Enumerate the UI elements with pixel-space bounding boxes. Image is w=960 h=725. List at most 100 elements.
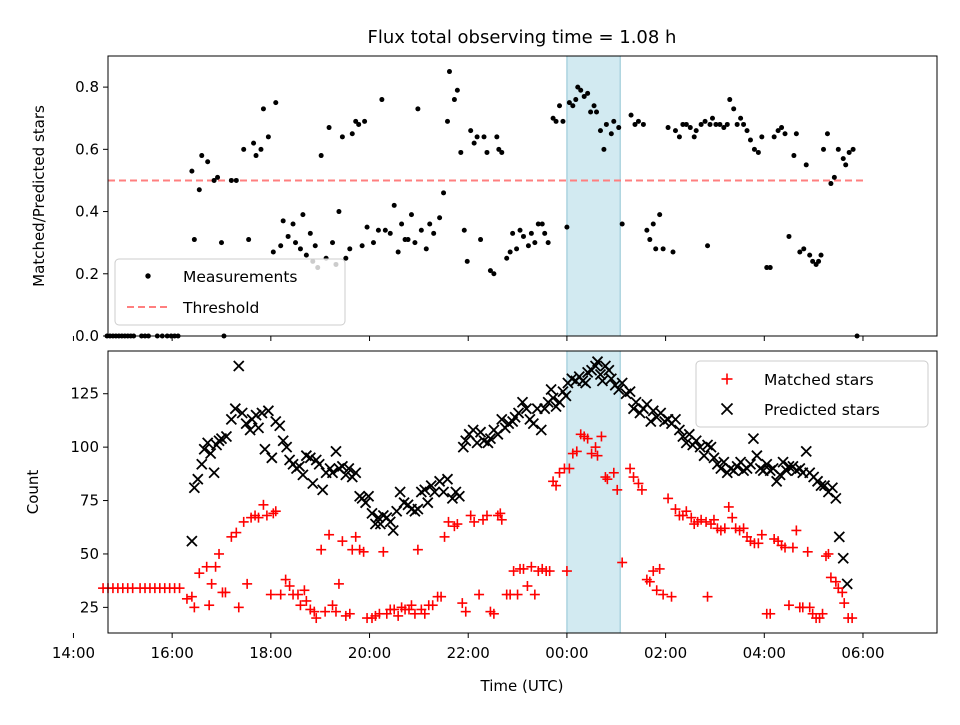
measurement-point	[731, 106, 737, 112]
matched-star-point	[280, 574, 291, 585]
measurement-point	[251, 140, 257, 146]
measurement-point	[628, 112, 634, 118]
matched-star-point	[765, 608, 776, 619]
measurement-point	[246, 237, 252, 243]
predicted-star-point	[833, 531, 845, 543]
measurement-point	[647, 237, 653, 243]
measurement-point	[747, 137, 753, 143]
matched-star-point	[206, 578, 217, 589]
measurement-point	[713, 121, 719, 127]
matched-star-point	[787, 542, 798, 553]
predicted-star-point	[198, 443, 210, 455]
matched-star-point	[358, 546, 369, 557]
measurement-point	[441, 190, 447, 196]
matched-star-point	[309, 606, 320, 617]
measurement-point	[427, 221, 433, 227]
measurement-point	[764, 265, 770, 271]
predicted-star-point	[340, 469, 352, 481]
matched-star-point	[702, 591, 713, 602]
measurement-point	[382, 227, 388, 233]
measurement-point	[339, 134, 345, 140]
measurement-point	[535, 221, 541, 227]
measurement-point	[520, 233, 526, 239]
matched-star-point	[452, 519, 463, 530]
matched-star-point	[295, 600, 306, 611]
measurement-point	[359, 243, 365, 249]
measurement-point	[446, 69, 452, 75]
measurement-point	[471, 140, 477, 146]
matched-star-point	[436, 591, 447, 602]
matched-star-point	[409, 608, 420, 619]
top-legend-box	[114, 258, 346, 326]
measurement-point	[585, 90, 591, 96]
predicted-star-point	[186, 535, 198, 547]
predicted-star-point	[837, 552, 849, 564]
measurement-point	[330, 240, 336, 246]
measurement-point	[702, 118, 708, 124]
measurement-point	[300, 212, 306, 218]
measurement-point	[412, 240, 418, 246]
matched-star-point	[830, 576, 841, 587]
predicted-star-point	[274, 420, 286, 432]
top-panel-ylabel: Matched/Predicted stars	[30, 105, 48, 287]
predicted-star-point	[425, 479, 437, 492]
matched-star-point	[561, 566, 572, 577]
measurement-point	[672, 128, 678, 134]
predicted-star-point	[751, 450, 763, 462]
matched-star-point	[666, 591, 677, 602]
measurement-point	[375, 227, 381, 233]
predicted-star-point	[596, 375, 609, 387]
measurement-point	[727, 97, 733, 103]
measurement-point	[775, 128, 781, 134]
y-tick-label: 0.6	[75, 140, 99, 158]
legend-predicted-label: Predicted stars	[764, 401, 880, 419]
predicted-star-point	[474, 426, 487, 438]
matched-star-point	[696, 514, 707, 525]
matched-star-point	[820, 551, 831, 562]
matched-star-point	[658, 589, 669, 600]
predicted-star-point	[384, 516, 396, 528]
measurement-point	[191, 237, 197, 243]
measurement-point	[759, 134, 765, 140]
measurement-point	[532, 240, 538, 246]
legend-predicted-marker	[720, 402, 734, 416]
measurement-point	[644, 227, 650, 233]
predicted-star-point	[419, 484, 431, 496]
matched-star-point	[529, 589, 540, 600]
matched-star-point	[292, 589, 303, 600]
matched-star-point	[522, 581, 533, 591]
matched-star-point	[427, 600, 438, 611]
matched-star-point	[612, 484, 623, 495]
y-tick-label: 125	[70, 385, 99, 403]
measurement-point	[343, 255, 349, 261]
predicted-star-point	[244, 424, 256, 436]
predicted-star-point	[613, 383, 625, 396]
measurement-point	[807, 252, 813, 258]
measurement-point	[835, 146, 841, 152]
matched-star-point	[406, 600, 417, 611]
predicted-star-point	[545, 383, 557, 396]
measurement-point	[741, 121, 747, 127]
measurement-point	[199, 153, 205, 159]
matched-star-point	[233, 602, 244, 613]
x-tick-label: 00:00	[545, 644, 588, 662]
measurement-point	[408, 212, 414, 218]
y-tick-label: 0.8	[75, 78, 99, 96]
matched-star-point	[719, 523, 730, 534]
matched-star-point	[337, 536, 348, 547]
bottom-legend-box	[695, 360, 929, 428]
measurement-point	[484, 149, 490, 155]
measurement-point	[676, 134, 682, 140]
predicted-star-point	[800, 445, 812, 458]
measurement-point	[270, 249, 276, 255]
predicted-star-point	[304, 452, 316, 464]
predicted-star-point	[266, 452, 278, 464]
matched-star-point	[316, 544, 327, 555]
matched-star-point	[488, 608, 499, 619]
measurement-point	[560, 118, 566, 124]
predicted-star-point	[647, 405, 659, 417]
matched-star-point	[512, 589, 523, 600]
matched-star-point	[469, 516, 480, 527]
matched-star-point	[284, 581, 295, 591]
measurement-point	[525, 243, 531, 249]
